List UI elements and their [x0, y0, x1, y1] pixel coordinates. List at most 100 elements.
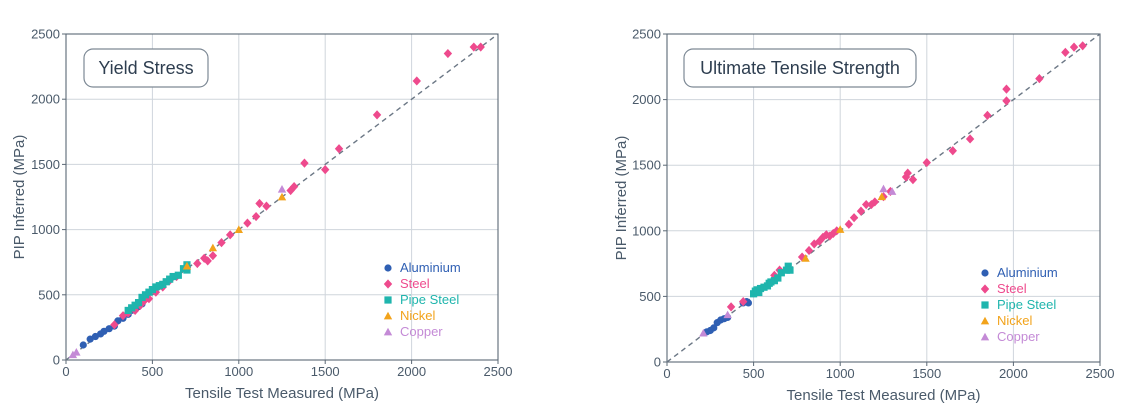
data-point-aluminium — [710, 324, 718, 332]
legend-label-copper: Copper — [997, 329, 1040, 344]
data-point-steel — [901, 172, 911, 182]
series-copper — [68, 184, 287, 359]
x-tick-label: 0 — [663, 366, 670, 381]
data-point-steel — [1061, 47, 1070, 57]
data-point-steel — [726, 302, 736, 312]
data-point-steel — [818, 232, 828, 242]
plot-frame — [666, 33, 1101, 363]
legend-label-pipe-steel: Pipe Steel — [997, 297, 1056, 312]
data-point-pipe-steel — [174, 271, 182, 279]
x-tick-label: 2500 — [1086, 366, 1115, 381]
legend-label-steel: Steel — [997, 281, 1027, 296]
data-point-pipe-steel — [786, 266, 794, 274]
data-point-steel — [208, 251, 218, 261]
legend-marker-aluminium — [384, 264, 392, 272]
data-point-copper — [879, 184, 888, 193]
x-tick-label: 1500 — [311, 364, 340, 379]
data-point-steel — [856, 206, 866, 216]
data-point-steel — [469, 42, 479, 52]
data-point-steel — [110, 320, 119, 330]
y-tick-label: 1000 — [31, 222, 60, 237]
legend-label-steel: Steel — [400, 276, 430, 291]
y-tick-label: 2000 — [632, 92, 661, 107]
data-point-aluminium — [79, 341, 87, 349]
data-point-nickel — [182, 261, 192, 270]
x-tick-label: 2500 — [484, 364, 513, 379]
data-point-steel — [1035, 74, 1044, 84]
data-point-steel — [217, 238, 226, 248]
data-point-steel — [443, 48, 453, 59]
yield-stress-svg: 0 500 1000 1500 2000 2500 0 500 1000 1500 2000 2500… — [11, 27, 513, 403]
series-nickel — [801, 192, 886, 262]
data-point-pipe-steel — [784, 262, 792, 270]
data-point-nickel — [836, 225, 845, 233]
data-point-nickel — [208, 243, 218, 252]
data-point-steel — [908, 175, 918, 185]
legend-label-aluminium: Aluminium — [400, 260, 461, 275]
data-point-pipe-steel — [169, 272, 177, 281]
y-tick-label: 500 — [38, 287, 60, 302]
x-tick-label: 2000 — [999, 366, 1028, 381]
legend-label-pipe-steel: Pipe Steel — [400, 292, 459, 307]
y-tick-label: 0 — [654, 355, 661, 370]
x-axis-title: Tensile Test Measured (MPa) — [787, 387, 981, 404]
data-point-steel — [983, 110, 992, 120]
data-point-nickel — [877, 192, 886, 201]
legend-label-nickel: Nickel — [400, 308, 436, 323]
data-point-steel — [321, 165, 330, 175]
legend-marker-steel — [980, 284, 990, 294]
data-point-steel — [225, 230, 235, 240]
data-point-steel — [804, 245, 814, 256]
data-point-copper — [887, 187, 897, 195]
data-point-nickel — [277, 192, 287, 201]
data-point-nickel — [801, 254, 810, 262]
data-point-steel — [200, 253, 209, 263]
y-tick-label: 1500 — [632, 158, 661, 173]
data-point-pipe-steel — [183, 266, 191, 274]
y-tick-label: 1000 — [632, 223, 661, 238]
x-tick-label: 2000 — [397, 364, 426, 379]
chart-title: Yield Stress — [98, 58, 193, 78]
data-point-steel — [922, 157, 931, 168]
data-point-steel — [372, 110, 382, 120]
data-point-copper — [723, 310, 732, 319]
plot-frame — [65, 33, 499, 361]
data-point-steel — [251, 211, 261, 222]
data-point-pipe-steel — [755, 288, 763, 297]
data-point-steel — [334, 144, 344, 154]
legend-marker-aluminium — [981, 269, 989, 277]
data-point-steel — [1069, 42, 1079, 52]
legend-label-aluminium: Aluminium — [997, 265, 1058, 280]
y-axis-title: PIP Inferred (MPa) — [613, 136, 630, 261]
x-tick-label: 1000 — [826, 366, 855, 381]
legend-marker-steel — [383, 279, 393, 289]
x-tick-label: 0 — [62, 364, 69, 379]
data-point-steel — [300, 158, 309, 168]
data-point-steel — [193, 258, 202, 269]
series-pipe-steel — [124, 261, 191, 315]
data-point-steel — [262, 201, 271, 211]
data-point-steel — [289, 181, 299, 192]
y-tick-label: 2500 — [632, 27, 661, 42]
data-point-steel — [476, 42, 485, 52]
data-point-steel — [412, 76, 421, 86]
series-nickel — [182, 192, 287, 270]
x-axis-title: Tensile Test Measured (MPa) — [185, 385, 379, 402]
data-point-copper — [277, 184, 287, 193]
y-tick-label: 2000 — [31, 92, 60, 107]
chart-title-box: Yield Stress — [83, 48, 209, 88]
data-point-steel — [1002, 84, 1011, 94]
data-point-copper — [72, 347, 81, 356]
legend-marker-copper — [383, 327, 393, 336]
series-copper — [699, 184, 897, 337]
data-point-pipe-steel — [777, 269, 785, 277]
chart-title-box: Ultimate Tensile Strength — [683, 48, 917, 88]
data-point-steel — [739, 297, 748, 307]
data-point-steel — [965, 134, 975, 144]
legend-marker-copper — [980, 332, 990, 341]
legend-label-nickel: Nickel — [997, 313, 1033, 328]
y-tick-label: 2500 — [31, 27, 60, 42]
data-point-steel — [867, 199, 876, 210]
